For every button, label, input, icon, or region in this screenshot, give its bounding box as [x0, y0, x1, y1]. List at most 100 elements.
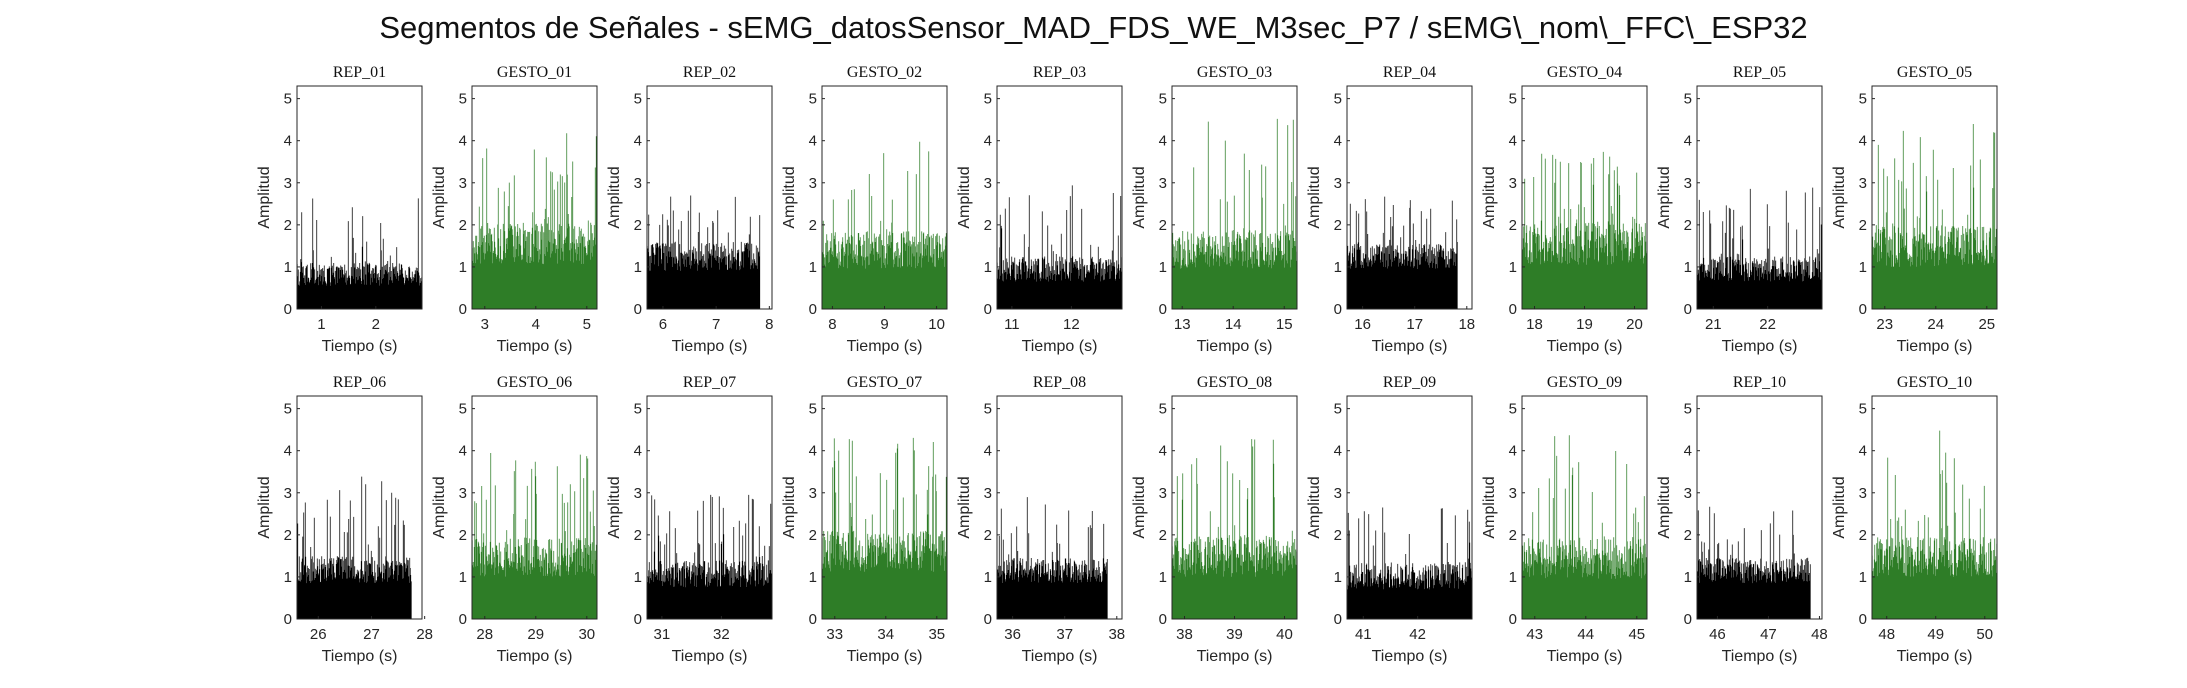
- y-tick-label: 5: [284, 91, 292, 108]
- y-tick-label: 1: [284, 259, 292, 276]
- x-tick-label: 9: [880, 316, 888, 333]
- y-tick-label: 4: [634, 133, 642, 150]
- subplot-title: GESTO_03: [1197, 64, 1272, 81]
- signal-trace: [1346, 196, 1458, 309]
- panel-gesto-03: 0 1 2 3 4 5 13 14 15 GESTO_03 Tiempo (s) Amplitud: [1131, 64, 1298, 355]
- x-tick-label: 7: [712, 316, 720, 333]
- x-tick-label: 50: [1976, 626, 1993, 643]
- subplot-title: REP_04: [1383, 64, 1436, 81]
- y-tick-label: 4: [284, 443, 292, 460]
- panel-rep-07: 0 1 2 3 4 5 31 32 REP_07 Tiempo (s) Amplitud: [606, 374, 773, 665]
- y-tick-label: 5: [1159, 91, 1167, 108]
- y-axis-label: Amplitud: [1831, 476, 1848, 538]
- subplot-title: REP_05: [1733, 64, 1786, 81]
- x-axis-label: Tiempo (s): [1547, 648, 1623, 665]
- y-tick-label: 3: [984, 175, 992, 192]
- subplot-title: GESTO_01: [497, 64, 572, 81]
- x-tick-label: 33: [826, 626, 843, 643]
- x-tick-label: 36: [1004, 626, 1021, 643]
- x-tick-label: 43: [1526, 626, 1543, 643]
- y-tick-label: 4: [459, 443, 467, 460]
- signal-trace: [1871, 123, 1998, 309]
- y-tick-label: 3: [984, 485, 992, 502]
- y-tick-label: 1: [1334, 259, 1342, 276]
- y-tick-label: 4: [809, 133, 817, 150]
- y-tick-label: 0: [459, 301, 467, 318]
- y-axis-label: Amplitud: [431, 476, 448, 538]
- y-tick-label: 5: [984, 91, 992, 108]
- panel-gesto-06: 0 1 2 3 4 5 28 29 30 GESTO_06 Tiempo (s) Amplitud: [431, 374, 598, 665]
- y-tick-label: 0: [1859, 301, 1867, 318]
- y-tick-label: 5: [1684, 401, 1692, 418]
- y-tick-label: 4: [1159, 443, 1167, 460]
- y-tick-label: 2: [1684, 217, 1692, 234]
- x-tick-label: 8: [765, 316, 773, 333]
- y-tick-label: 0: [1334, 611, 1342, 628]
- x-tick-label: 27: [363, 626, 380, 643]
- axes-box: [1346, 395, 1473, 620]
- axes-box: [1871, 395, 1998, 620]
- x-axis-label: Tiempo (s): [1372, 648, 1448, 665]
- x-axis-label: Tiempo (s): [1897, 648, 1973, 665]
- y-tick-label: 5: [1509, 401, 1517, 418]
- signal-trace: [1521, 151, 1648, 309]
- panel-rep-04: 0 1 2 3 4 5 16 17 18 REP_04 Tiempo (s) Amplitud: [1306, 64, 1475, 355]
- x-tick-label: 24: [1927, 316, 1944, 333]
- x-tick-label: 25: [1978, 316, 1995, 333]
- y-tick-label: 4: [1859, 133, 1867, 150]
- y-tick-label: 3: [1859, 485, 1867, 502]
- y-tick-label: 3: [1859, 175, 1867, 192]
- y-axis-label: Amplitud: [1831, 166, 1848, 228]
- x-tick-label: 28: [476, 626, 493, 643]
- y-tick-label: 3: [1159, 175, 1167, 192]
- subplot-title: GESTO_09: [1547, 374, 1622, 391]
- x-tick-label: 4: [532, 316, 540, 333]
- y-tick-label: 1: [284, 569, 292, 586]
- y-tick-label: 4: [1684, 443, 1692, 460]
- signal-trace: [996, 185, 1123, 309]
- x-axis-label: Tiempo (s): [1372, 338, 1448, 355]
- x-tick-label: 3: [481, 316, 489, 333]
- subplot-title: REP_10: [1733, 374, 1786, 391]
- y-tick-label: 3: [1159, 485, 1167, 502]
- x-tick-label: 6: [659, 316, 667, 333]
- y-tick-label: 2: [1859, 527, 1867, 544]
- y-tick-label: 1: [1859, 259, 1867, 276]
- y-axis-label: Amplitud: [781, 166, 798, 228]
- y-tick-label: 1: [459, 259, 467, 276]
- subplot-title: GESTO_04: [1547, 64, 1622, 81]
- x-tick-label: 15: [1276, 316, 1293, 333]
- y-tick-label: 3: [809, 485, 817, 502]
- x-tick-label: 30: [578, 626, 595, 643]
- y-axis-label: Amplitud: [781, 476, 798, 538]
- y-tick-label: 3: [1509, 485, 1517, 502]
- panel-rep-08: 0 1 2 3 4 5 36 37 38 REP_08 Tiempo (s) Amplitud: [956, 374, 1125, 665]
- y-tick-label: 2: [1334, 527, 1342, 544]
- x-tick-label: 5: [583, 316, 591, 333]
- panel-gesto-08: 0 1 2 3 4 5 38 39 40 GESTO_08 Tiempo (s) Amplitud: [1131, 374, 1298, 665]
- axes-box: [471, 395, 598, 620]
- x-axis-label: Tiempo (s): [497, 338, 573, 355]
- subplot-title: GESTO_08: [1197, 374, 1272, 391]
- y-tick-label: 4: [809, 443, 817, 460]
- y-tick-label: 0: [1684, 301, 1692, 318]
- y-tick-label: 5: [809, 91, 817, 108]
- subplot-title: REP_08: [1033, 374, 1086, 391]
- axes-box: [646, 85, 773, 310]
- axes-box: [821, 395, 948, 620]
- y-tick-label: 0: [1159, 611, 1167, 628]
- x-tick-label: 35: [928, 626, 945, 643]
- y-tick-label: 5: [1859, 91, 1867, 108]
- y-tick-label: 0: [1159, 301, 1167, 318]
- y-tick-label: 2: [1159, 527, 1167, 544]
- y-tick-label: 4: [1334, 133, 1342, 150]
- y-tick-label: 1: [809, 569, 817, 586]
- x-tick-label: 19: [1576, 316, 1593, 333]
- y-tick-label: 4: [1509, 443, 1517, 460]
- axes-box: [1696, 85, 1823, 310]
- y-tick-label: 4: [1859, 443, 1867, 460]
- y-tick-label: 0: [1859, 611, 1867, 628]
- signal-trace: [646, 195, 761, 309]
- y-tick-label: 3: [1509, 175, 1517, 192]
